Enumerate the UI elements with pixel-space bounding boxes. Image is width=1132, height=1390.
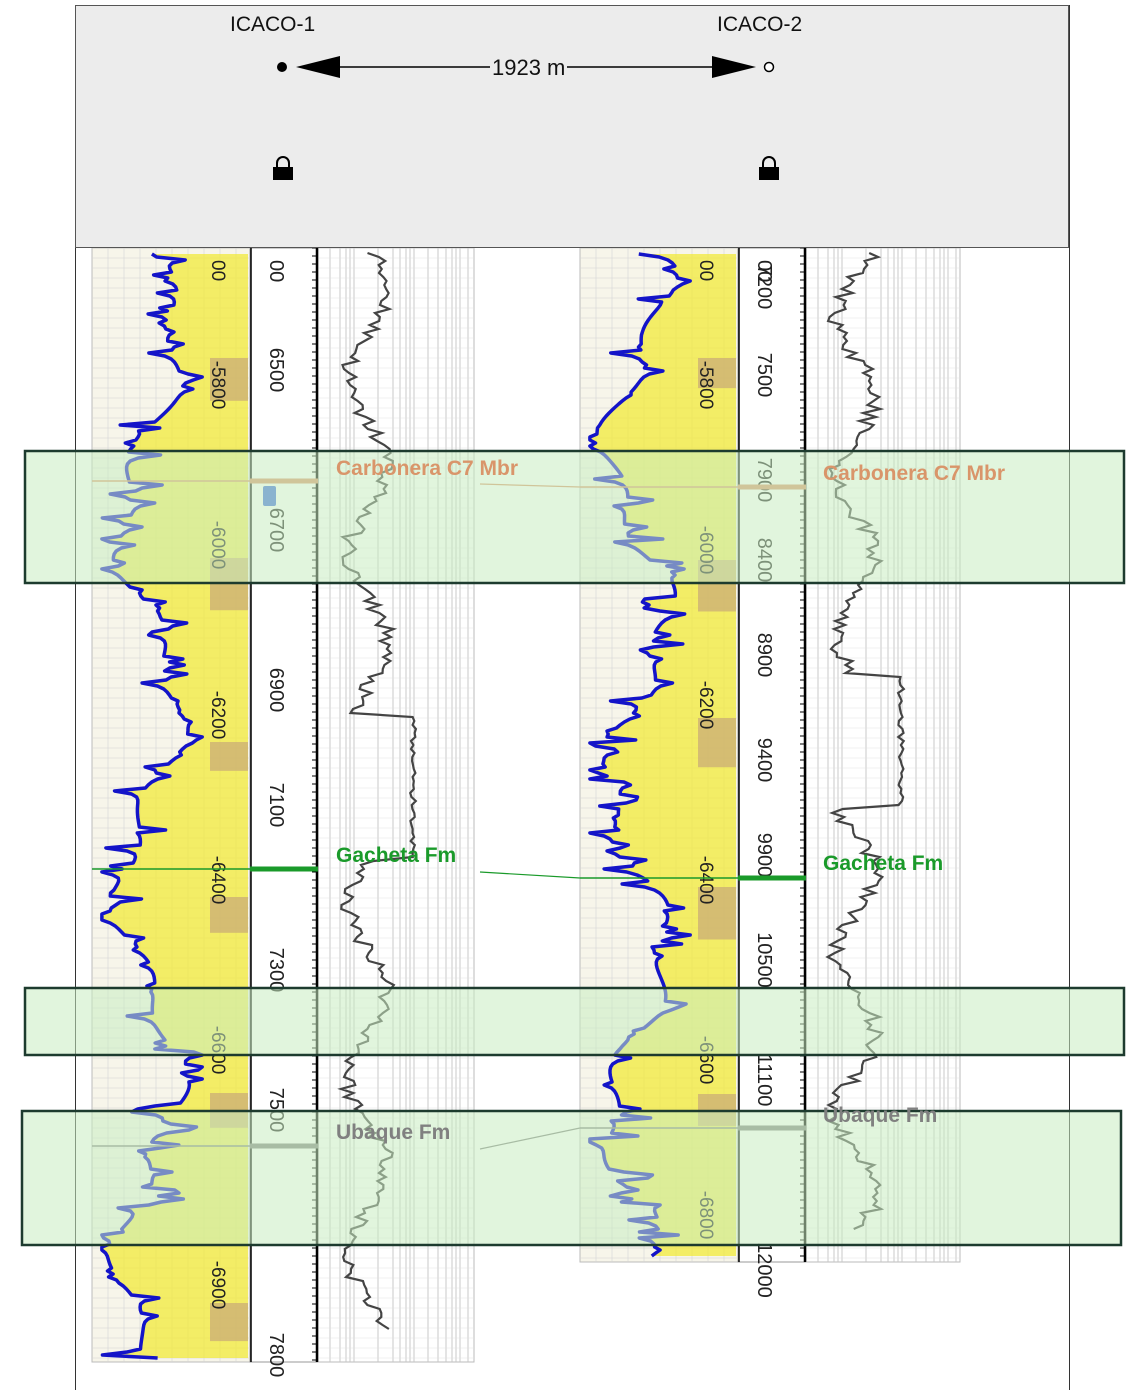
md-depth-label: 7200 (753, 265, 775, 310)
formation-top-label: Gacheta Fm (823, 852, 943, 875)
md-depth-label: 00 (753, 260, 775, 282)
shale-fill-area (210, 358, 248, 401)
tvd-depth-label: -6400 (695, 856, 716, 905)
md-depth-label: 7100 (265, 783, 287, 828)
md-depth-label: 12000 (753, 1242, 775, 1298)
formation-top-label: Carbonera C7 Mbr (336, 457, 518, 480)
gamma-ray-curve (588, 252, 692, 1258)
highlight-boxes (20, 449, 1126, 1247)
formation-top-label: Carbonera C7 Mbr (823, 462, 1005, 485)
tvd-depth-label: -5800 (207, 361, 228, 410)
md-depth-label: 9400 (753, 738, 775, 783)
tvd-depth-label: -5800 (695, 361, 716, 410)
tvd-depth-label: -6900 (207, 1261, 228, 1310)
md-depth-label: 8900 (753, 633, 775, 678)
md-depth-label: 11100 (753, 1054, 775, 1107)
tvd-depth-label: -6200 (695, 681, 716, 730)
highlight-box (23, 986, 1126, 1057)
shale-fill-area (210, 897, 248, 933)
md-depth-label: 6900 (265, 668, 287, 713)
shale-fill-area (210, 742, 248, 771)
tvd-depth-label: 00 (207, 260, 228, 281)
arrow-right-icon (712, 56, 756, 78)
well-distance-label: 1923 m (490, 55, 568, 81)
md-depth-label: 7300 (265, 948, 287, 993)
md-depth-label: 6500 (265, 348, 287, 393)
well-name-icaco-1: ICACO-1 (230, 13, 316, 36)
formation-top-label: Ubaque Fm (336, 1121, 450, 1144)
shale-fill-area (698, 358, 736, 389)
distance-arrow (277, 56, 775, 78)
tvd-depth-label: 00 (695, 260, 716, 281)
highlight-box (20, 1109, 1123, 1247)
formation-top-label: Ubaque Fm (823, 1104, 937, 1127)
tvd-depth-label: -6200 (207, 691, 228, 740)
md-depth-label: 7500 (753, 353, 775, 398)
arrow-left-icon (296, 56, 340, 78)
shale-fill-area (698, 887, 736, 940)
lock-icon[interactable] (272, 156, 294, 180)
md-depth-label: 7800 (265, 1333, 287, 1378)
tvd-depth-label: -6400 (207, 856, 228, 905)
md-depth-label: 9900 (753, 833, 775, 878)
md-depth-label: 10500 (753, 932, 775, 988)
shale-fill-area (698, 718, 736, 768)
formation-top-label: Gacheta Fm (336, 844, 456, 867)
open-circle-icon (763, 61, 775, 73)
md-depth-label: 00 (265, 260, 287, 282)
well-name-icaco-2: ICACO-2 (717, 13, 803, 36)
depth-track (737, 247, 807, 1263)
highlight-box (23, 449, 1126, 585)
resistivity-curve (825, 251, 906, 1231)
filled-circle-icon (277, 62, 287, 72)
formation-top-labels: Carbonera C7 Mbr Carbonera C7 Mbr Gacheta … (336, 457, 1005, 1144)
correlation-line (479, 871, 581, 879)
shale-fill-area (210, 1303, 248, 1342)
lock-icon[interactable] (758, 156, 780, 180)
well-header-panel (75, 5, 1069, 248)
